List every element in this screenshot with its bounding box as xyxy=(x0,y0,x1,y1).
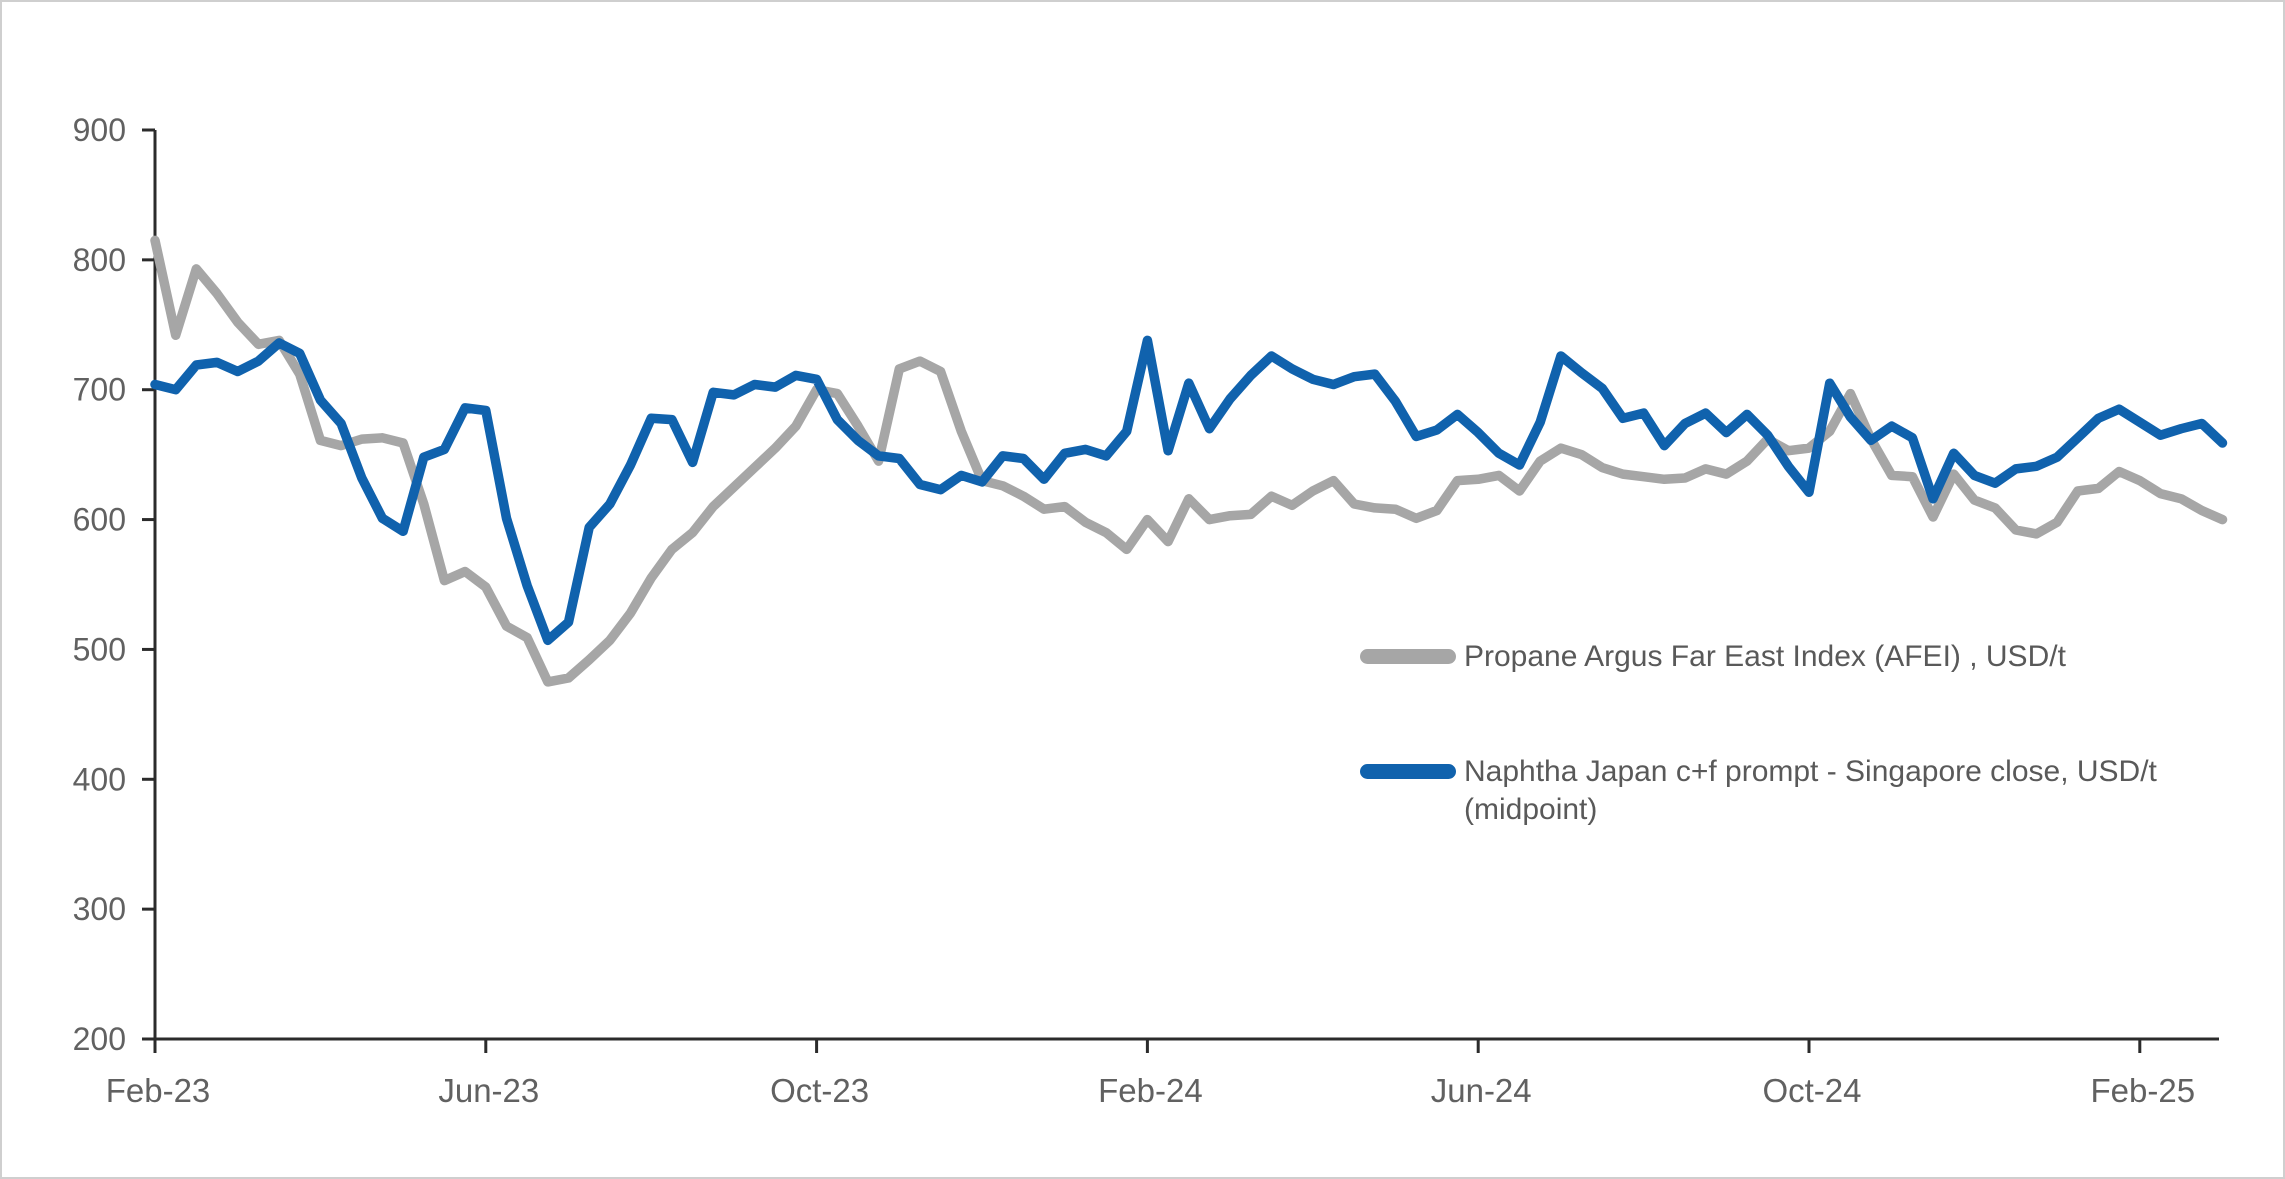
x-tick-label: Jun-23 xyxy=(438,1072,539,1109)
x-tick-label: Feb-23 xyxy=(106,1072,211,1109)
propane-series-line xyxy=(150,235,2228,687)
y-tick-label: 200 xyxy=(73,1021,126,1057)
legend-item-naphtha: Naphtha Japan c+f prompt - Singapore clo… xyxy=(1360,753,2164,829)
x-tick-label: Oct-24 xyxy=(1762,1072,1861,1109)
naphtha-legend-label: Naphtha Japan c+f prompt - Singapore clo… xyxy=(1464,755,2157,826)
y-tick-label: 300 xyxy=(73,891,126,927)
y-tick-label: 500 xyxy=(73,631,126,667)
x-tick-label: Oct-23 xyxy=(770,1072,869,1109)
legend-item-propane: Propane Argus Far East Index (AFEI) , US… xyxy=(1360,638,2164,676)
propane-legend-label: Propane Argus Far East Index (AFEI) , US… xyxy=(1464,640,2066,673)
naphtha-series-line xyxy=(150,335,2228,646)
y-tick-label: 900 xyxy=(73,112,126,148)
y-tick-label: 600 xyxy=(73,502,126,538)
y-tick-label: 800 xyxy=(73,242,126,278)
naphtha-legend-swatch xyxy=(1360,764,1456,779)
y-tick-label: 400 xyxy=(73,761,126,797)
propane-legend-swatch xyxy=(1360,649,1456,664)
y-tick-label: 700 xyxy=(73,372,126,408)
x-tick-label: Feb-25 xyxy=(2091,1072,2196,1109)
x-tick-label: Feb-24 xyxy=(1098,1072,1203,1109)
x-tick-label: Jun-24 xyxy=(1431,1072,1532,1109)
